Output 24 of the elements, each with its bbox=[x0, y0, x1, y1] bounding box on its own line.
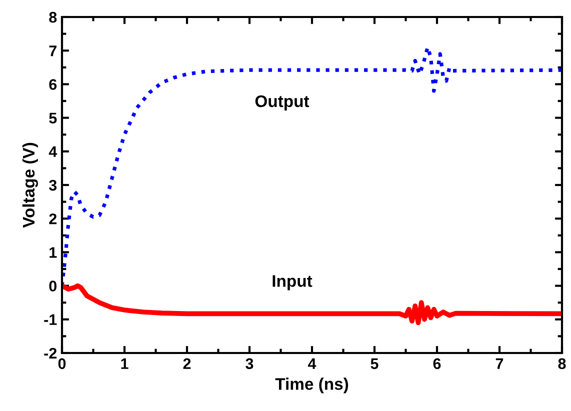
x-tick-label: 5 bbox=[370, 358, 378, 370]
x-tick-label: 1 bbox=[121, 358, 128, 369]
y-tick-label: 8 bbox=[49, 12, 57, 23]
y-tick-label: 7 bbox=[49, 46, 56, 56]
y-tick-label: 1 bbox=[50, 247, 57, 258]
series-label: Output bbox=[255, 95, 310, 110]
x-tick-label: 6 bbox=[433, 358, 441, 370]
x-tick-label: 2 bbox=[183, 358, 191, 369]
y-tick-label: -2 bbox=[44, 348, 57, 359]
x-tick-label: 7 bbox=[496, 358, 504, 369]
x-tick-label: 8 bbox=[558, 358, 566, 370]
y-tick-label: 4 bbox=[48, 146, 58, 157]
y-tick-label: 2 bbox=[49, 213, 57, 224]
x-axis-title: Time (ns) bbox=[275, 378, 348, 394]
y-tick-label: 3 bbox=[48, 180, 57, 191]
y-tick-label: 5 bbox=[49, 112, 57, 124]
series-label: Input bbox=[272, 275, 312, 290]
y-tick-label: 0 bbox=[49, 280, 57, 292]
y-axis-title: Voltage (V) bbox=[22, 142, 38, 228]
x-tick-label: 0 bbox=[58, 358, 66, 370]
x-tick-label: 4 bbox=[308, 358, 316, 369]
y-tick-label: -1 bbox=[44, 314, 57, 325]
y-tick-label: 6 bbox=[49, 79, 57, 90]
x-tick-label: 3 bbox=[246, 358, 254, 370]
